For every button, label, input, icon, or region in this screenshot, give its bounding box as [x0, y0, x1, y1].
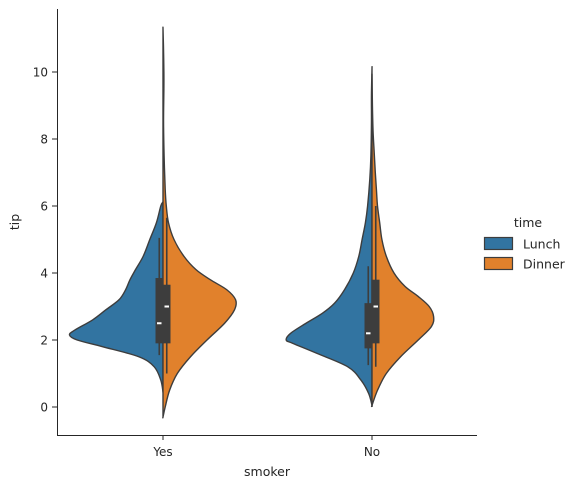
iqr-box-lunch-yes [155, 278, 163, 344]
legend-label-dinner: Dinner [523, 257, 566, 272]
y-tick-label: 8 [40, 133, 48, 147]
legend-label-lunch: Lunch [523, 237, 560, 252]
y-tick-label: 0 [40, 401, 48, 415]
legend-entries: Lunch Dinner [483, 236, 566, 272]
violin-lunch-yes [68, 200, 164, 394]
legend-title: time [514, 215, 543, 230]
violin-dinner-no [370, 73, 435, 408]
y-axis-label: tip [7, 214, 22, 230]
iqr-box-lunch-no [364, 303, 372, 349]
violins-layer [68, 26, 435, 419]
x-tick-label: Yes [152, 445, 172, 459]
y-tick-label: 6 [40, 200, 48, 214]
iqr-box-dinner-no [372, 279, 380, 344]
boxes-layer [155, 206, 380, 374]
axes-layer [57, 9, 477, 436]
y-tick-label: 2 [40, 334, 48, 348]
x-axis-label: smoker [244, 464, 291, 479]
iqr-box-dinner-yes [163, 284, 171, 344]
violin-dinner-yes [162, 26, 237, 419]
y-ticks: 0 2 4 6 8 10 [33, 66, 57, 415]
y-tick-label: 4 [40, 267, 48, 281]
legend-swatch-dinner [483, 256, 514, 271]
x-tick-label: No [364, 445, 380, 459]
legend-swatch-lunch [483, 236, 514, 251]
legend: time Lunch Dinner [483, 215, 566, 272]
violin-lunch-no [285, 65, 373, 407]
x-ticks: Yes No [152, 435, 380, 459]
y-tick-label: 10 [33, 66, 48, 80]
